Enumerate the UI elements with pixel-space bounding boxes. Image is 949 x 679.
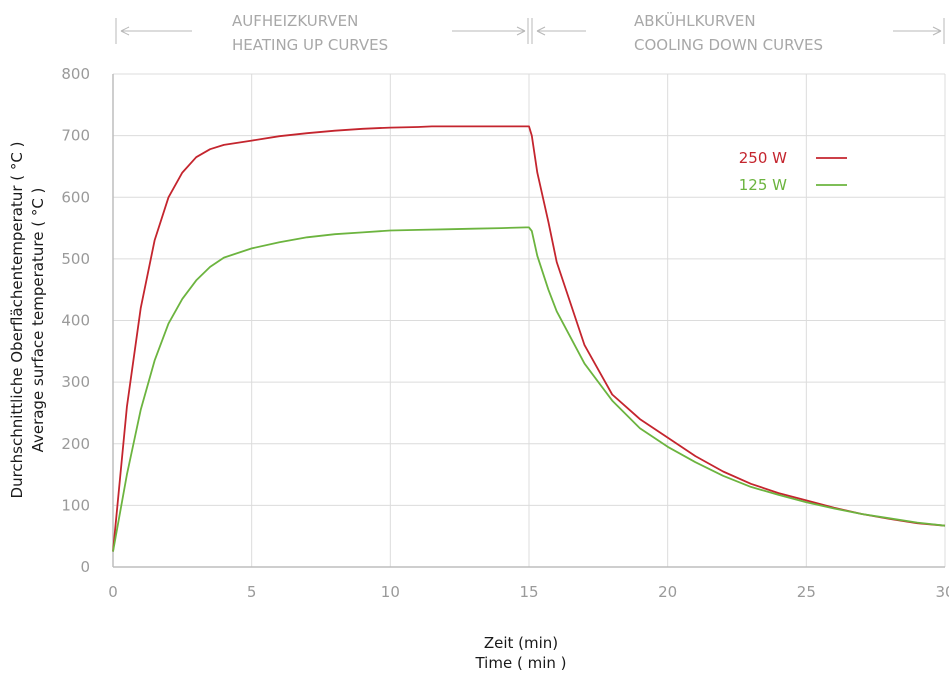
x-tick-label-25: 25 <box>797 583 816 601</box>
x-tick-label-5: 5 <box>247 583 257 601</box>
x-tick-label-10: 10 <box>381 583 400 601</box>
y-tick-label-400: 400 <box>61 312 90 330</box>
phase-2-arrowhead-left <box>536 26 546 36</box>
phase-2-label-line-1: ABKÜHLKURVEN <box>634 11 756 30</box>
y-tick-label-800: 800 <box>61 65 90 83</box>
x-tick-label-30: 30 <box>935 583 949 601</box>
y-tick-label-300: 300 <box>61 373 90 391</box>
grid-lines <box>113 73 946 567</box>
series-lines <box>112 125 946 552</box>
series-line-125w <box>112 226 946 552</box>
axes <box>112 74 945 568</box>
phase-1-label-line-1: AUFHEIZKURVEN <box>232 12 358 30</box>
legend-label-125w: 125 W <box>739 176 787 194</box>
phase-1-arrowhead-left <box>120 26 130 36</box>
phase-2-label-line-2: COOLING DOWN CURVES <box>634 36 823 54</box>
x-axis-title-line-2: Time ( min ) <box>474 654 566 672</box>
y-tick-label-0: 0 <box>80 558 90 576</box>
x-axis-title-line-1: Zeit (min) <box>484 634 558 652</box>
y-tick-label-500: 500 <box>61 250 90 268</box>
axis-titles: Zeit (min) Time ( min ) Durchschnittliche … <box>8 142 567 672</box>
legend: 250 W 125 W <box>739 149 847 194</box>
x-tick-label-15: 15 <box>519 583 538 601</box>
y-axis-title-line-1: Durchschnittliche Oberflächentemperatur … <box>8 142 26 499</box>
legend-label-250w: 250 W <box>739 149 787 167</box>
series-line-250w <box>112 125 946 552</box>
x-tick-label-20: 20 <box>658 583 677 601</box>
y-axis-title-line-2: Average surface temperature ( °C ) <box>29 188 47 453</box>
phase-1-arrowhead-right <box>516 26 526 36</box>
y-tick-label-700: 700 <box>61 127 90 145</box>
phase-2-arrowhead-right <box>932 26 942 36</box>
x-tick-label-0: 0 <box>108 583 118 601</box>
phase-1-label-line-2: HEATING UP CURVES <box>232 36 388 54</box>
phase-annotations: AUFHEIZKURVEN HEATING UP CURVES ABKÜHLKURV… <box>115 11 945 54</box>
y-tick-label-100: 100 <box>61 496 90 514</box>
y-tick-label-200: 200 <box>61 435 90 453</box>
y-tick-label-600: 600 <box>61 188 90 206</box>
tick-labels: 0 100 200 300 400 500 600 700 800 0 5 10 15 20 25 30 <box>61 65 949 601</box>
